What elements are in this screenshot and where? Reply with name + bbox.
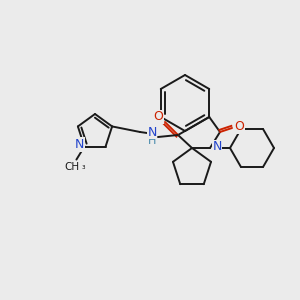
- Text: N: N: [147, 125, 157, 139]
- Text: CH: CH: [65, 162, 80, 172]
- Text: O: O: [153, 110, 163, 124]
- Text: O: O: [234, 121, 244, 134]
- Text: ₃: ₃: [82, 162, 85, 171]
- Text: H: H: [148, 136, 156, 146]
- Text: N: N: [75, 138, 84, 151]
- Text: N: N: [212, 140, 222, 154]
